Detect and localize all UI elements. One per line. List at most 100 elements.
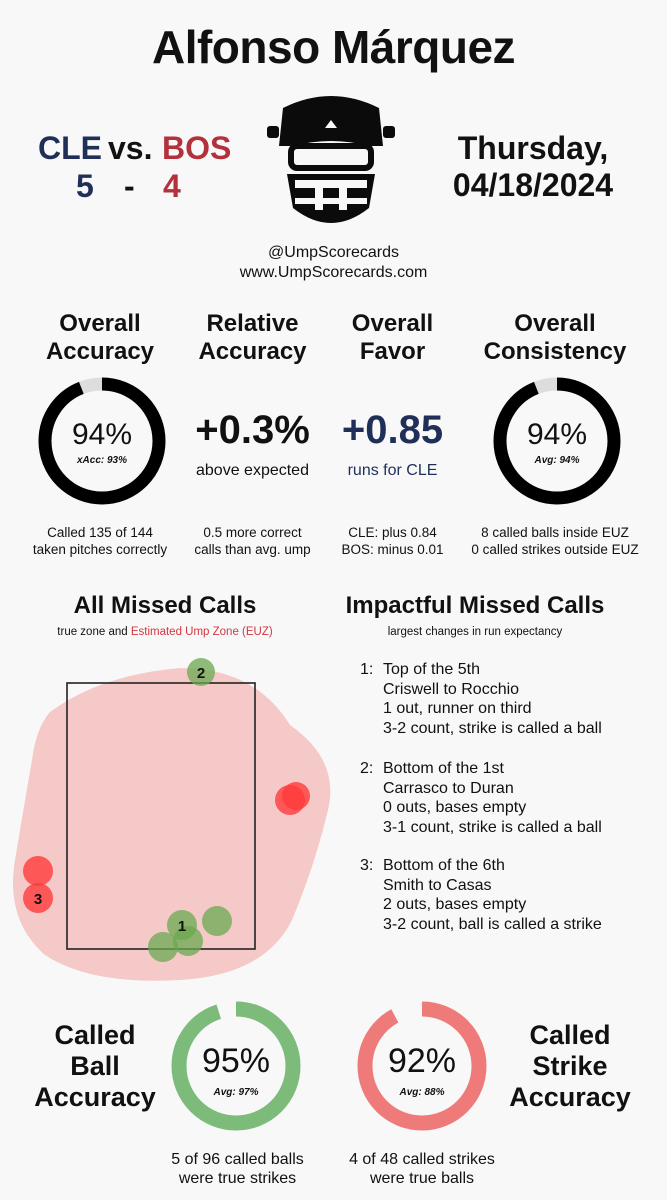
overall-consistency-ring: [493, 377, 621, 505]
overall-accuracy-foot-line1: Called 135 of 144: [47, 525, 153, 540]
called-strike-ring-arc: [357, 1001, 487, 1131]
called-strike-accuracy-label: Called Strike Accuracy: [490, 1020, 650, 1113]
overall-accuracy-xacc: xAcc: 93%: [76, 455, 128, 466]
missed-calls-subtitle: true zone and Estimated Ump Zone (EUZ): [20, 626, 310, 638]
overall-favor-caption: runs for CLE: [347, 462, 438, 479]
impactful-call-inning: Bottom of the 1st: [383, 760, 504, 777]
impactful-heading: Impactful Missed Calls: [345, 592, 605, 619]
impactful-call-detail: 3-2 count, ball is called a strike: [383, 915, 602, 933]
missed-call-point: [23, 856, 53, 886]
called-strike-foot-line1: 4 of 48 called strikes: [349, 1151, 495, 1168]
overall-consistency-head-line2: Consistency: [483, 338, 627, 365]
twitter-handle: @UmpScorecards: [268, 244, 399, 261]
overall-accuracy-value: 94%: [71, 418, 133, 451]
overall-accuracy-heading: Overall Accuracy: [20, 310, 180, 366]
overall-favor-value: +0.85: [341, 408, 444, 452]
game-date: Thursday, 04/18/2024: [418, 130, 648, 204]
overall-consistency-avg: Avg: 94%: [534, 455, 580, 466]
called-strike-footnote: 4 of 48 called strikes were true balls: [322, 1150, 522, 1188]
overall-favor-foot-line1: CLE: plus 0.84: [348, 525, 437, 540]
overall-accuracy-ring: [38, 377, 166, 505]
home-score: 4: [163, 168, 181, 204]
impactful-call-situation: 1 out, runner on third: [383, 700, 532, 717]
called-strike-value: 92%: [387, 1042, 457, 1080]
impactful-call-matchup: Criswell to Rocchio: [383, 680, 520, 698]
overall-accuracy-ring-arc: [38, 377, 166, 505]
relative-accuracy-heading: Relative Accuracy: [175, 310, 330, 366]
relative-accuracy-head-line2: Accuracy: [198, 338, 307, 365]
away-team: CLE: [38, 130, 102, 166]
impactful-call-situation: 2 outs, bases empty: [383, 896, 527, 913]
relative-accuracy-caption: above expected: [196, 462, 309, 479]
called-strike-label-line1: Called: [529, 1020, 611, 1050]
impactful-call-situation: 0 outs, bases empty: [383, 799, 527, 816]
score-dash: -: [124, 168, 135, 204]
impactful-call-inning: Top of the 5th: [383, 661, 480, 678]
relative-accuracy-head-line1: Relative: [206, 310, 299, 337]
overall-favor-head-line1: Overall: [351, 310, 434, 337]
called-ball-accuracy-label: Called Ball Accuracy: [15, 1020, 175, 1113]
called-ball-value: 95%: [201, 1042, 271, 1080]
overall-favor-head-line2: Favor: [359, 338, 426, 365]
missed-calls-sub-prefix: true zone and: [57, 626, 131, 638]
game-date-value: 04/18/2024: [452, 167, 614, 203]
overall-consistency-value: 94%: [526, 418, 588, 451]
overall-accuracy-head-line2: Accuracy: [45, 338, 155, 365]
called-ball-ring: [171, 1001, 301, 1131]
impactful-subtitle: largest changes in run expectancy: [387, 626, 563, 638]
relative-accuracy-foot-line2: calls than avg. ump: [194, 542, 311, 557]
home-team: BOS: [162, 130, 232, 166]
impactful-call-detail: 3-2 count, strike is called a ball: [383, 719, 602, 737]
called-strike-label-line2: Strike: [532, 1051, 608, 1081]
missed-call-point: [23, 883, 53, 913]
missed-calls-plot: 2 3 1: [13, 658, 331, 981]
umpire-mask-logo: [267, 96, 395, 223]
missed-calls-sub-euz: Estimated Ump Zone (EUZ): [130, 626, 273, 638]
missed-call-point: [148, 932, 178, 962]
impactful-call-3: 3: Bottom of the 6th Smith to Casas 2 ou…: [360, 856, 650, 936]
impactful-call-inning: Bottom of the 6th: [383, 857, 505, 874]
relative-accuracy-value: +0.3%: [195, 408, 310, 452]
impactful-call-num: 1:: [360, 661, 374, 678]
called-ball-label-line1: Called: [54, 1020, 136, 1050]
called-strike-foot-line2: were true balls: [369, 1170, 475, 1187]
game-day: Thursday,: [457, 130, 609, 166]
impactful-call-detail: 3-1 count, strike is called a ball: [383, 818, 602, 836]
called-ball-footnote: 5 of 96 called balls were true strikes: [140, 1150, 335, 1188]
relative-accuracy-foot-line1: 0.5 more correct: [203, 525, 302, 540]
missed-call-point: [282, 782, 310, 810]
overall-accuracy-head-line1: Overall: [59, 310, 141, 337]
called-strike-label-line3: Accuracy: [509, 1082, 631, 1112]
website-link: www.UmpScorecards.com: [239, 264, 428, 281]
missed-call-point: [187, 658, 215, 686]
called-ball-foot-line1: 5 of 96 called balls: [171, 1151, 304, 1168]
called-ball-label-line2: Ball: [70, 1051, 120, 1081]
called-ball-foot-line2: were true strikes: [178, 1170, 297, 1187]
missed-call-label-1: 1: [178, 918, 186, 935]
umpire-name: Alfonso Márquez: [151, 21, 516, 73]
overall-favor-footnote: CLE: plus 0.84 BOS: minus 0.01: [325, 524, 460, 558]
called-strike-ring: [357, 1001, 487, 1131]
impactful-call-2: 2: Bottom of the 1st Carrasco to Duran 0…: [360, 759, 650, 839]
vs-label: vs.: [108, 130, 153, 166]
overall-consistency-heading: Overall Consistency: [470, 310, 640, 366]
overall-consistency-foot-line2: 0 called strikes outside EUZ: [471, 542, 639, 557]
overall-favor-heading: Overall Favor: [325, 310, 460, 366]
overall-accuracy-footnote: Called 135 of 144 taken pitches correctl…: [10, 524, 190, 558]
away-score: 5: [76, 168, 94, 204]
overall-consistency-ring-arc: [493, 377, 621, 505]
missed-call-point: [173, 926, 203, 956]
missed-call-point: [202, 906, 232, 936]
called-strike-avg: Avg: 88%: [399, 1087, 445, 1098]
called-ball-avg: Avg: 97%: [213, 1087, 259, 1098]
overall-consistency-head-line1: Overall: [514, 310, 596, 337]
euz-region: [13, 668, 331, 981]
missed-call-label-3: 3: [34, 891, 42, 908]
missed-calls-heading: All Missed Calls: [73, 592, 257, 619]
impactful-call-num: 2:: [360, 760, 374, 777]
overall-consistency-footnote: 8 called balls inside EUZ 0 called strik…: [455, 524, 655, 558]
relative-accuracy-footnote: 0.5 more correct calls than avg. ump: [175, 524, 330, 558]
overall-favor-foot-line2: BOS: minus 0.01: [341, 542, 444, 557]
impactful-call-matchup: Carrasco to Duran: [383, 779, 514, 797]
called-ball-ring-arc: [171, 1001, 301, 1131]
